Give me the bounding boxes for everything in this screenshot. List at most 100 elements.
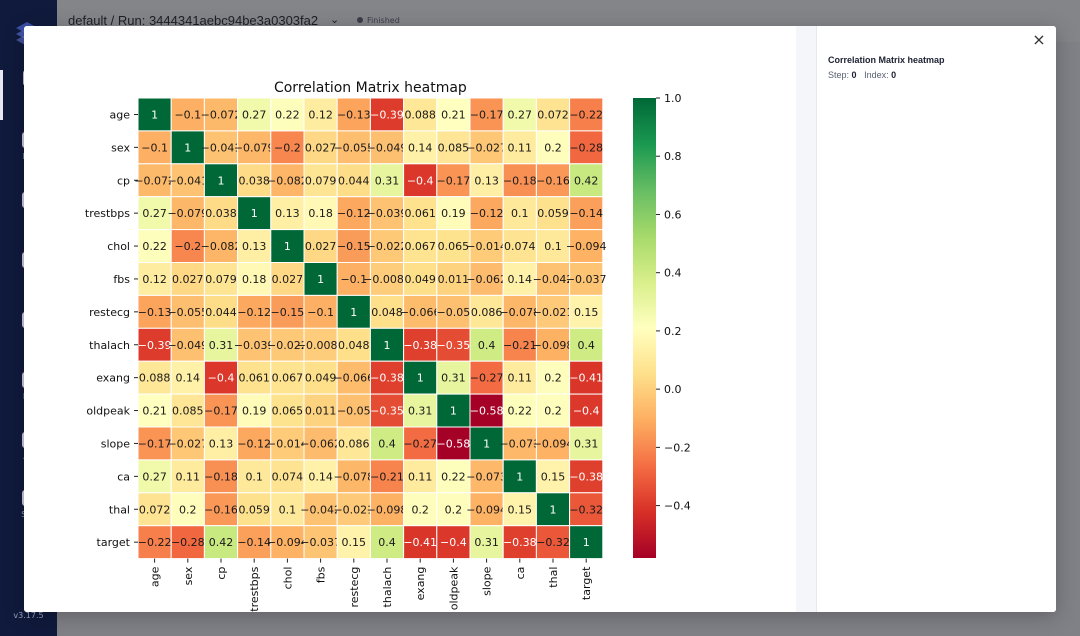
heatmap-cell-label: 0.079 [205, 273, 237, 286]
heatmap-cell [137, 327, 172, 362]
heatmap-cell [170, 327, 205, 362]
heatmap-cell-label: 0.044 [338, 174, 370, 187]
heatmap-cell [170, 262, 205, 296]
heatmap-cell [270, 393, 305, 428]
step-label: Step: [828, 70, 850, 80]
heatmap-cell [502, 229, 537, 264]
heatmap-cell-label: 0.11 [408, 470, 433, 483]
heatmap-cell [436, 393, 471, 428]
heatmap-cell-label: −0.4 [208, 372, 235, 385]
heatmap-cell-label: 1 [550, 503, 557, 516]
heatmap-cell-label: −0.049 [167, 339, 208, 352]
heatmap-cell-label: 0.088 [404, 108, 436, 121]
heatmap-cell-label: −0.17 [138, 437, 172, 450]
heatmap-cell [502, 459, 537, 494]
x-tick-label: slope [481, 566, 494, 595]
heatmap-cell-label: 1 [218, 174, 225, 187]
heatmap-cell [469, 327, 504, 362]
heatmap-cell-label: −0.21 [503, 339, 537, 352]
heatmap-cell [270, 262, 305, 296]
heatmap-cell-label: 0.13 [242, 240, 267, 253]
heatmap-cell-label: −0.28 [569, 141, 603, 154]
heatmap-cell-label: −0.039 [234, 339, 275, 352]
heatmap-cell [137, 393, 172, 428]
heatmap-cell-label: 0.12 [142, 273, 167, 286]
run-status: Finished [357, 16, 400, 25]
y-tick-label: trestbps [85, 207, 130, 220]
heatmap-cell-label: 0.15 [508, 503, 533, 516]
heatmap-cell-label: 1 [417, 372, 424, 385]
heatmap-cell-label: −0.38 [569, 470, 603, 483]
x-tick-label: thal [547, 567, 560, 588]
heatmap-cell-label: −0.1 [174, 108, 201, 121]
heatmap-cell-label: −0.05 [337, 405, 371, 418]
y-tick-label: sex [111, 141, 130, 154]
run-title: default / Run: 3444341aebc94be3a0303fa2 [68, 13, 319, 28]
heatmap-cell-label: −0.17 [470, 108, 504, 121]
heatmap-cell [336, 163, 371, 198]
heatmap-cell [403, 327, 438, 362]
index-label: Index: [864, 70, 889, 80]
heatmap-cell-label: −0.15 [271, 306, 305, 319]
figure-title: Correlation Matrix heatmap [828, 55, 945, 65]
heatmap-cell-label: −0.38 [503, 536, 537, 549]
x-tick-label: chol [281, 567, 294, 590]
heatmap-cell [569, 459, 604, 494]
chevron-down-icon[interactable]: ⌄ [330, 13, 340, 26]
heatmap-cell-label: 0.14 [176, 372, 201, 385]
heatmap-cell [569, 196, 604, 231]
heatmap-cell-label: −0.0089 [363, 273, 411, 286]
heatmap-cell [502, 393, 537, 428]
heatmap-cell [336, 426, 371, 461]
heatmap-cell [535, 130, 571, 165]
heatmap-cell [270, 196, 305, 231]
heatmap-cell-label: 0.065 [438, 240, 470, 253]
heatmap-cell-label: 0.11 [508, 141, 533, 154]
heatmap-cell-label: −0.4 [407, 174, 434, 187]
heatmap-cell [303, 492, 338, 527]
heatmap-cell-label: 0.1 [544, 240, 562, 253]
y-tick-label: thalach [89, 339, 130, 352]
heatmap-cell-label: 0.11 [176, 470, 201, 483]
heatmap-cell [502, 262, 537, 296]
heatmap-cell-label: 0.31 [441, 372, 466, 385]
heatmap-cell-label: −0.0089 [297, 339, 345, 352]
heatmap-cell [137, 525, 172, 560]
figure-area: Correlation Matrix heatmap 1 −0.1 −0.072 0.2… [24, 26, 796, 612]
heatmap-cell-label: −0.28 [171, 536, 205, 549]
heatmap-cell-label: 0.1 [279, 503, 297, 516]
heatmap-cell-label: −0.041 [201, 141, 242, 154]
heatmap-cell-label: 0.14 [308, 470, 333, 483]
heatmap-cell-label: 1 [184, 141, 191, 154]
heatmap-cell-label: 0.21 [441, 108, 466, 121]
heatmap-cell-label: 1 [350, 306, 357, 319]
heatmap-cell-label: −0.098 [533, 339, 574, 352]
y-tick-label: cp [117, 174, 130, 187]
heatmap-cell-label: 0.044 [205, 306, 237, 319]
heatmap-cell [170, 459, 205, 494]
close-icon[interactable]: × [1032, 30, 1046, 49]
heatmap-cell [469, 426, 504, 461]
heatmap-cell-label: −0.094 [466, 503, 507, 516]
colorbar-tick-label: 1.0 [664, 92, 682, 105]
heatmap-cell [336, 294, 371, 329]
heatmap-cell [203, 196, 239, 231]
heatmap-cell [502, 492, 537, 527]
heatmap-cell [469, 360, 504, 395]
heatmap-cell-label: −0.15 [337, 240, 371, 253]
heatmap-cell [237, 229, 272, 264]
heatmap-cell-label: 0.038 [238, 174, 270, 187]
heatmap-cell-label: 0.011 [438, 273, 470, 286]
heatmap-cell-label: −0.066 [400, 306, 441, 319]
heatmap-cell-label: 1 [516, 470, 523, 483]
heatmap-cell-label: −0.082 [201, 240, 242, 253]
heatmap-cell [336, 459, 371, 494]
heatmap-cell [469, 196, 504, 231]
heatmap-cell-label: 1 [450, 405, 457, 418]
heatmap-cell [436, 262, 471, 296]
heatmap-cell-label: −0.079 [234, 141, 275, 154]
heatmap-cell-label: 0.14 [508, 273, 533, 286]
heatmap-cell-label: 0.15 [342, 536, 367, 549]
colorbar-tick-label: 0.0 [664, 383, 682, 396]
